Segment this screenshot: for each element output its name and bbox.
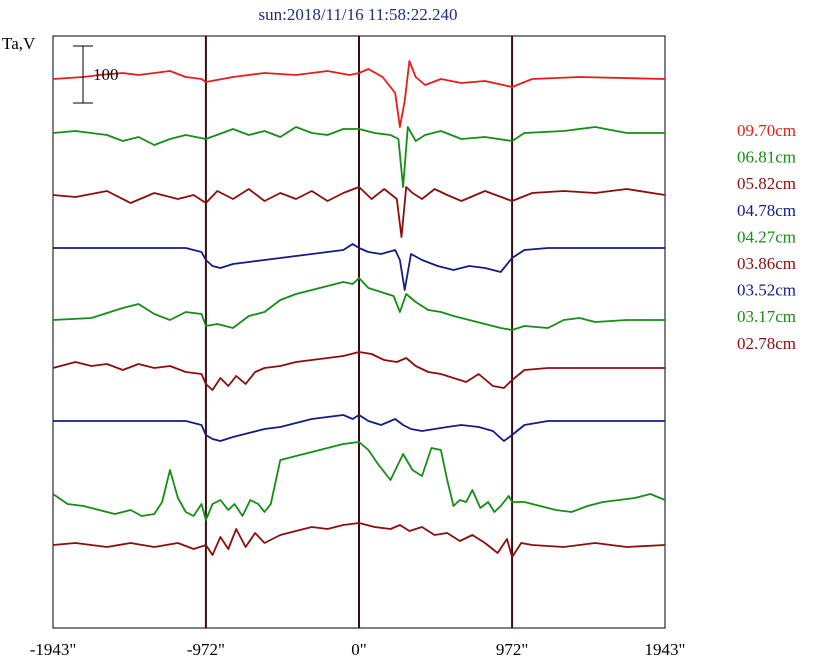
series-lines — [52, 60, 666, 558]
series-line-09.70cm — [52, 60, 666, 128]
x-tick-label: 0" — [351, 640, 366, 659]
x-tick-labels: -1943" -972" 0" 972" 1943" — [30, 640, 686, 659]
series-line-03.17cm — [52, 441, 666, 521]
legend-item: 09.70cm — [737, 121, 796, 140]
vertical-reference-lines — [204, 36, 514, 628]
x-tick-label: 1943" — [645, 640, 686, 659]
legend: 09.70cm 06.81cm 05.82cm 04.78cm 04.27cm 03.86… — [737, 121, 796, 353]
scale-bar-label: 100 — [93, 65, 119, 84]
legend-item: 05.82cm — [737, 174, 796, 193]
scale-bar: 100 — [73, 45, 119, 104]
series-line-02.78cm — [52, 522, 666, 558]
series-line-04.78cm — [53, 243, 665, 291]
series-line-04.27cm — [52, 277, 665, 331]
chart-title: sun:2018/11/16 11:58:22.240 — [259, 5, 458, 24]
series-line-06.81cm — [52, 126, 665, 188]
x-tick-label: 972" — [496, 640, 528, 659]
legend-item: 02.78cm — [737, 334, 796, 353]
legend-item: 03.86cm — [737, 254, 796, 273]
legend-item: 06.81cm — [737, 148, 796, 167]
legend-item: 03.52cm — [737, 281, 796, 300]
series-line-05.82cm — [52, 186, 666, 238]
legend-item: 04.78cm — [737, 201, 796, 220]
y-axis-label: Ta,V — [2, 34, 36, 53]
x-tick-label: -972" — [187, 640, 225, 659]
legend-item: 03.17cm — [737, 307, 796, 326]
legend-item: 04.27cm — [737, 227, 796, 246]
series-line-03.86cm — [52, 351, 665, 391]
x-tick-label: -1943" — [30, 640, 77, 659]
series-line-03.52cm — [53, 414, 665, 442]
